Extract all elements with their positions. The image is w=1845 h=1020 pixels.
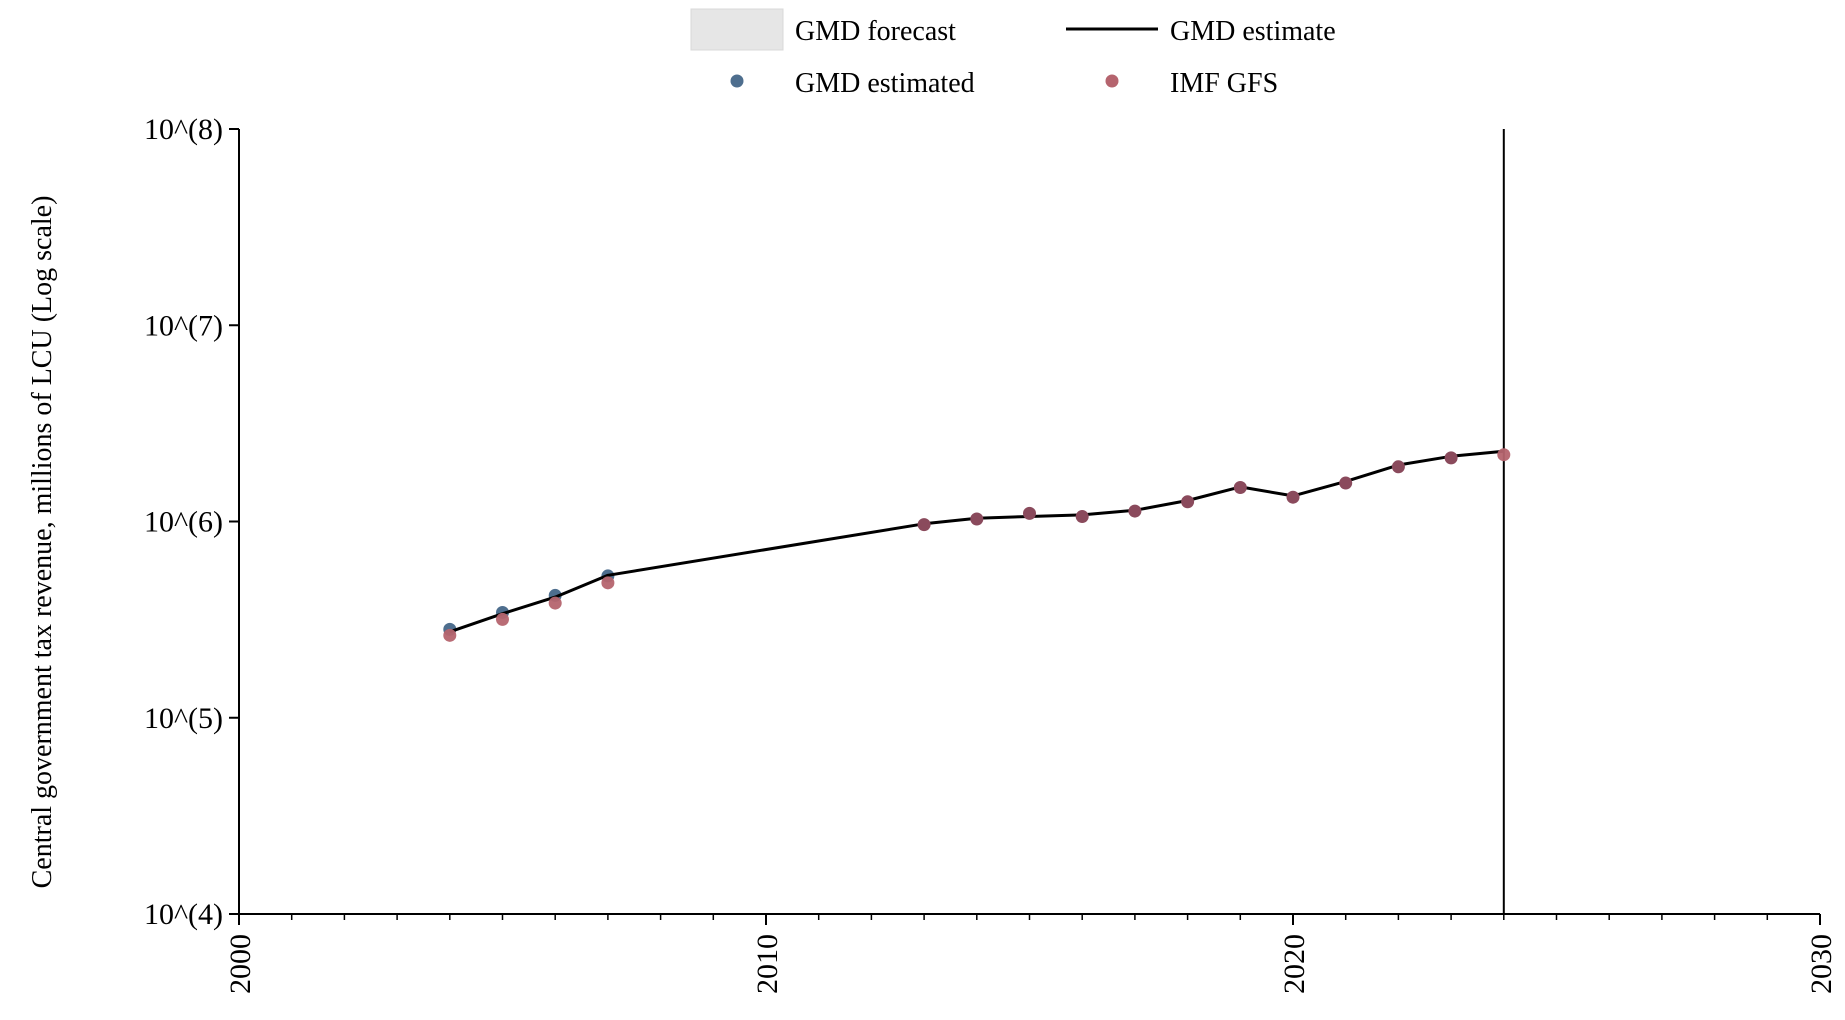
axes	[238, 129, 1820, 915]
imf-gfs-point	[443, 628, 457, 642]
legend-label-gmd-estimate: GMD estimate	[1170, 16, 1336, 47]
y-ticks: 10^(4) 10^(5) 10^(6) 10^(7) 10^(8)	[144, 113, 239, 931]
imf-gfs-point	[1075, 510, 1089, 524]
imf-gfs-point	[548, 596, 562, 610]
legend-label-imf-gfs: IMF GFS	[1170, 68, 1278, 99]
y-tick-label: 10^(7)	[144, 309, 223, 342]
y-axis-title: Central government tax revenue, millions…	[27, 196, 58, 889]
legend-label-gmd-estimated: GMD estimated	[795, 68, 975, 99]
y-tick-label: 10^(8)	[144, 113, 223, 146]
x-ticks: 2000 2010 2020 2030	[224, 914, 1838, 994]
imf-gfs-point	[1497, 448, 1511, 462]
x-tick-label: 2030	[1805, 934, 1838, 994]
imf-gfs-point	[1233, 481, 1247, 495]
imf-gfs-point	[601, 576, 615, 590]
legend-label-gmd-forecast: GMD forecast	[795, 16, 956, 47]
legend-swatch-imf-gfs	[1105, 74, 1119, 88]
imf-gfs-point	[1391, 460, 1405, 474]
x-tick-label: 2000	[224, 934, 257, 994]
imf-gfs-point	[1339, 476, 1353, 490]
gmd-estimate-line	[449, 449, 1504, 634]
imf-gfs-point	[917, 518, 931, 532]
x-tick-label: 2020	[1278, 934, 1311, 994]
legend-swatch-gmd-forecast	[690, 8, 784, 51]
imf-gfs-point	[1128, 504, 1142, 518]
series-layer	[443, 448, 1511, 642]
y-tick-label: 10^(6)	[144, 506, 223, 539]
imf-gfs-point	[970, 512, 984, 526]
imf-gfs-point	[496, 612, 509, 626]
imf-gfs-point	[1286, 490, 1300, 504]
legend-swatch-gmd-estimated	[730, 74, 744, 88]
imf-gfs-point	[1023, 506, 1036, 520]
y-tick-label: 10^(5)	[144, 702, 223, 735]
legend: GMD forecast GMD estimate GMD estimated …	[690, 8, 1336, 99]
x-tick-label: 2010	[751, 934, 784, 994]
y-tick-label: 10^(4)	[144, 898, 223, 931]
imf-gfs-point	[1181, 495, 1195, 509]
imf-gfs-point	[1444, 451, 1458, 465]
